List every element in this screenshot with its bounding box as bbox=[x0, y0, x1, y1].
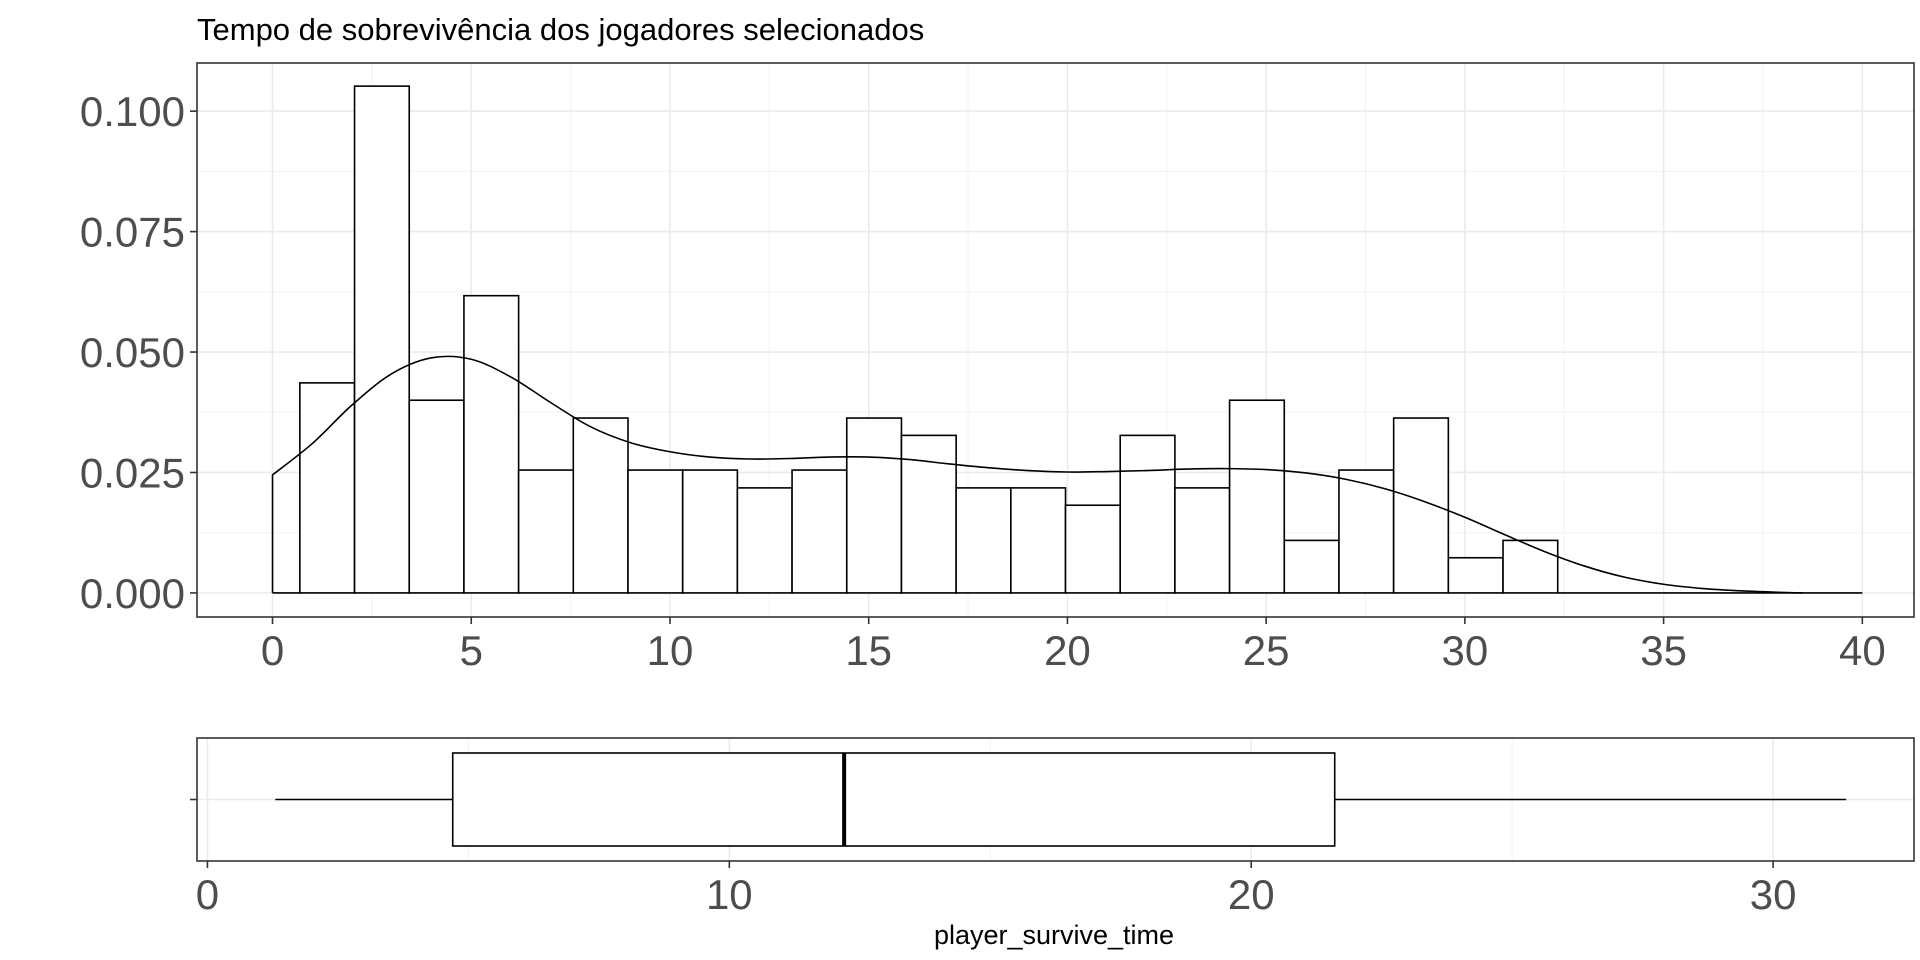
boxplot-panel: 0 10 20 30 player_survive_time bbox=[190, 737, 1915, 950]
x-tick-label: 40 bbox=[1839, 627, 1886, 674]
y-tick-label: 0.075 bbox=[80, 209, 185, 256]
histogram-bar bbox=[1392, 417, 1450, 594]
histogram-bar bbox=[572, 417, 629, 594]
x-tick-label: 20 bbox=[1044, 627, 1091, 674]
histogram-bar bbox=[1502, 539, 1559, 594]
histogram-bar bbox=[1174, 487, 1231, 594]
histogram-bars bbox=[272, 85, 1863, 594]
interquartile-box bbox=[451, 752, 1336, 847]
y-tick-label: 0.050 bbox=[80, 329, 185, 376]
x-tick-label: 30 bbox=[1442, 627, 1489, 674]
y-tick-label: 0.100 bbox=[80, 88, 185, 135]
histogram-bar bbox=[736, 487, 793, 594]
histogram-bar bbox=[791, 469, 848, 594]
y-tick-label: 0.025 bbox=[80, 449, 185, 496]
x-tick-label: 0 bbox=[261, 627, 284, 674]
histogram-bar bbox=[681, 469, 739, 594]
histogram-panel-border bbox=[196, 62, 1915, 618]
x-tick-label: 35 bbox=[1640, 627, 1687, 674]
histogram-y-axis: 0.000 0.025 0.050 0.075 0.100 bbox=[80, 88, 197, 617]
x-tick-label: 15 bbox=[845, 627, 892, 674]
histogram-bar bbox=[299, 382, 356, 594]
x-axis-label: player_survive_time bbox=[934, 920, 1174, 950]
histogram-bar bbox=[1010, 487, 1067, 594]
x-tick-label: 25 bbox=[1243, 627, 1290, 674]
boxplot-marks bbox=[275, 752, 1847, 847]
x-tick-label: 30 bbox=[1750, 871, 1797, 918]
x-tick-label: 0 bbox=[196, 871, 219, 918]
histogram-bar bbox=[463, 294, 520, 594]
histogram-bar bbox=[408, 399, 465, 594]
histogram-bar bbox=[1119, 434, 1176, 594]
histogram-bar bbox=[955, 487, 1012, 594]
x-tick-label: 5 bbox=[460, 627, 483, 674]
histogram-bar bbox=[1064, 504, 1122, 594]
x-tick-label: 10 bbox=[647, 627, 694, 674]
histogram-x-axis: 0 5 10 15 20 25 30 35 40 bbox=[261, 617, 1886, 674]
histogram-bar bbox=[1447, 556, 1504, 594]
chart-title: Tempo de sobrevivência dos jogadores sel… bbox=[197, 12, 924, 47]
boxplot-x-axis: 0 10 20 30 bbox=[190, 798, 1797, 918]
x-tick-label: 20 bbox=[1228, 871, 1275, 918]
histogram-bar bbox=[1228, 399, 1286, 594]
x-tick-label: 10 bbox=[706, 871, 753, 918]
density-curve bbox=[271, 355, 1803, 594]
histogram-bar bbox=[627, 469, 684, 594]
histogram-bar bbox=[1283, 539, 1340, 594]
histogram-bar bbox=[517, 469, 575, 594]
histogram-bar bbox=[845, 417, 903, 594]
histogram-panel: 0.000 0.025 0.050 0.075 0.100 0 5 10 15 20 25 30 35… bbox=[80, 62, 1915, 674]
histogram-bar bbox=[353, 85, 411, 594]
histogram-bar bbox=[1338, 469, 1395, 594]
y-tick-label: 0.000 bbox=[80, 570, 185, 617]
